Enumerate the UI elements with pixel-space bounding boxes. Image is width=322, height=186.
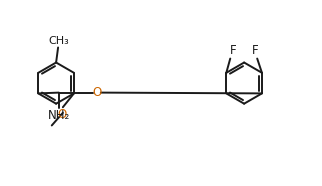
Text: NH₂: NH₂	[48, 109, 70, 122]
Text: CH₃: CH₃	[49, 36, 69, 46]
Text: F: F	[230, 44, 237, 57]
Text: F: F	[251, 44, 258, 57]
Text: O: O	[58, 108, 67, 121]
Text: O: O	[92, 86, 101, 99]
